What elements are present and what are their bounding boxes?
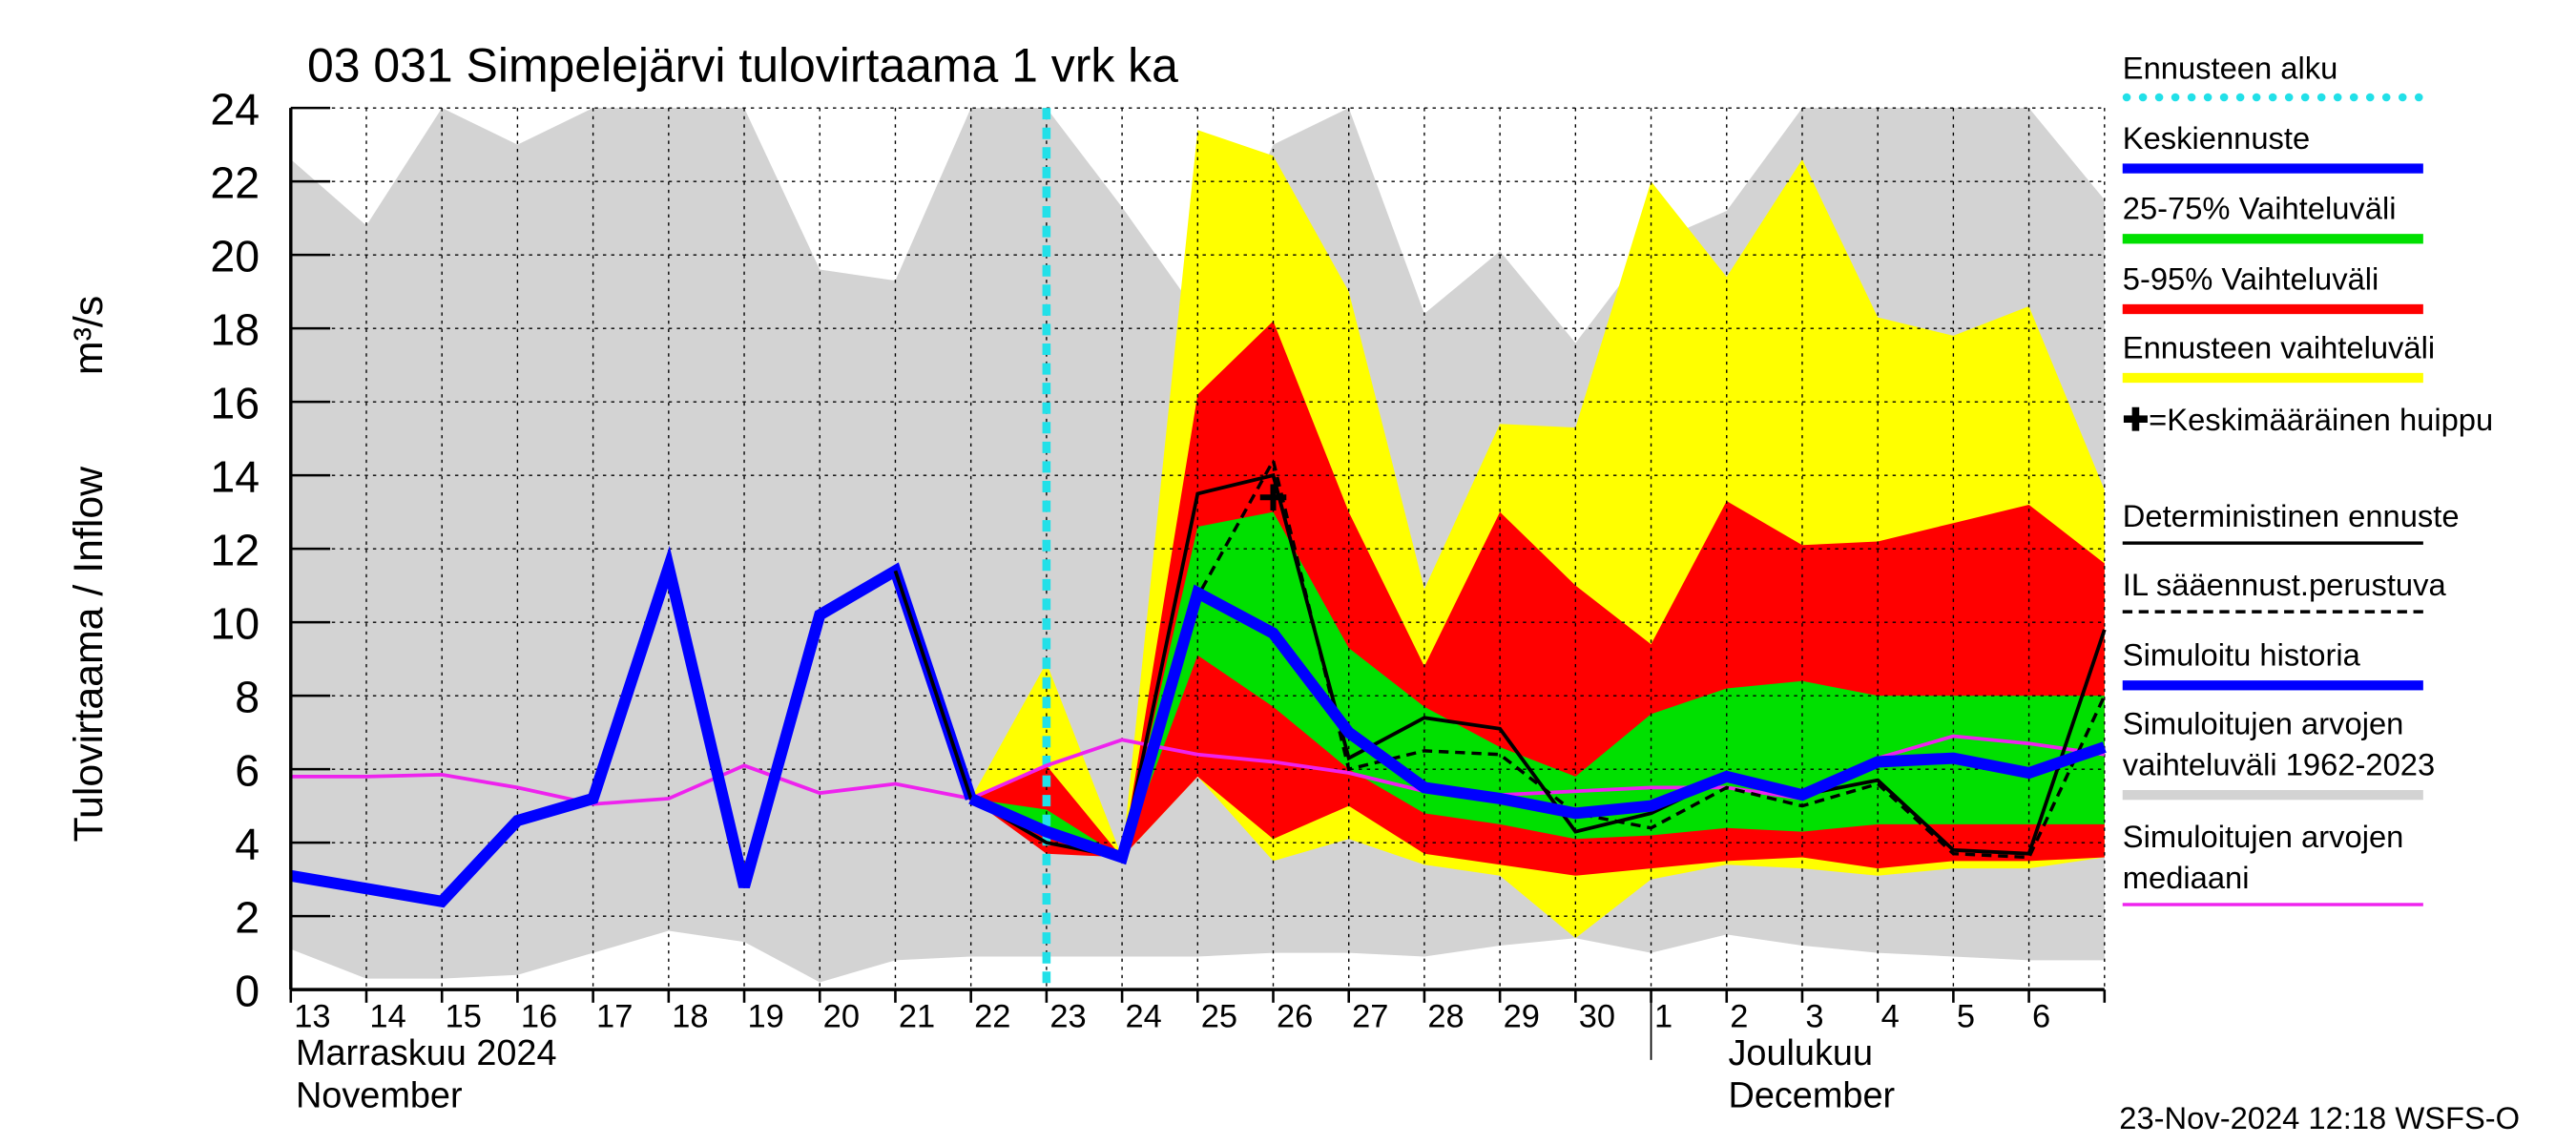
x-tick-label: 21 [899,999,935,1035]
y-tick-label: 24 [210,84,260,134]
y-tick-label: 12 [210,525,260,574]
x-tick-label: 19 [747,999,783,1035]
legend-swatch [2122,93,2423,102]
legend-label: Simuloitu historia [2122,639,2360,675]
legend-item: 5-95% Vaihteluväli [2122,260,2501,315]
legend-item: Simuloitujen arvojen mediaani [2122,818,2501,906]
legend-item: Ennusteen vaihteluväli [2122,329,2501,384]
month-label: Joulukuu [1728,1033,1873,1073]
legend-item: ✚=Keskimääräinen huippu [2123,401,2501,442]
x-tick-label: 18 [672,999,708,1035]
legend-label: IL sääennust.perustuva [2122,569,2446,604]
legend-item: Keskiennuste [2122,119,2501,174]
legend-swatch [2122,903,2423,906]
x-tick-label: 15 [446,999,482,1035]
legend-item: IL sääennust.perustuva [2122,566,2501,614]
y-tick-label: 20 [210,231,260,281]
legend-swatch [2122,790,2423,801]
legend-swatch [2122,303,2423,315]
legend-item: Simuloitujen arvojen vaihteluväli 1962-2… [2122,705,2501,801]
x-tick-label: 13 [294,999,330,1035]
month-label: Marraskuu 2024 [296,1033,557,1073]
legend-item: Ennusteen alku [2122,49,2501,102]
legend-swatch [2122,234,2423,244]
x-tick-label: 20 [823,999,860,1035]
x-tick-label: 17 [596,999,633,1035]
month-label: November [296,1076,463,1116]
y-tick-label: 8 [235,672,260,721]
x-tick-label: 6 [2032,999,2050,1035]
legend-item: Deterministinen ennuste [2122,497,2501,545]
legend-swatch [2122,541,2423,545]
legend-swatch [2122,610,2423,614]
x-tick-label: 29 [1504,999,1540,1035]
x-tick-label: 26 [1277,999,1313,1035]
x-tick-label: 1 [1654,999,1672,1035]
month-label: December [1728,1076,1895,1116]
y-tick-label: 10 [210,598,260,648]
x-tick-label: 2 [1730,999,1748,1035]
legend-text: =Keskimääräinen huippu [2149,404,2494,439]
x-tick-label: 23 [1049,999,1086,1035]
x-tick-label: 27 [1352,999,1388,1035]
range-band [970,511,2105,858]
x-tick-label: 30 [1579,999,1615,1035]
legend-marker: ✚ [2122,404,2150,439]
x-tick-label: 5 [1957,999,1975,1035]
y-tick-label: 4 [235,819,260,868]
x-tick-label: 14 [369,999,405,1035]
legend-swatch [2122,680,2423,691]
y-tick-label: 18 [210,304,260,354]
legend-label: Deterministinen ennuste [2122,500,2460,535]
x-tick-label: 25 [1201,999,1237,1035]
series-line [289,546,977,908]
legend-label: Simuloitujen arvojen vaihteluväli 1962-2… [2122,708,2436,784]
legend-label: 25-75% Vaihteluväli [2122,193,2397,228]
legend-label: Simuloitujen arvojen mediaani [2122,821,2404,897]
y-axis-title: Tulovirtaama / Inflow [66,466,112,843]
legend-label: Keskiennuste [2122,122,2311,157]
legend-swatch [2122,372,2423,384]
x-tick-label: 22 [974,999,1010,1035]
y-axis-unit: m³/s [66,296,112,375]
chart-title: 03 031 Simpelejärvi tulovirtaama 1 vrk k… [307,39,1178,93]
x-tick-label: 28 [1427,999,1464,1035]
y-tick-label: 14 [210,451,260,501]
legend-swatch [2122,163,2423,174]
legend-item: 25-75% Vaihteluväli [2122,190,2501,244]
x-tick-label: 3 [1805,999,1823,1035]
x-tick-label: 4 [1881,999,1900,1035]
series-line [968,584,2107,865]
y-tick-label: 22 [210,157,260,207]
x-tick-label: 16 [521,999,557,1035]
y-tick-label: 6 [235,745,260,795]
x-tick-label: 24 [1126,999,1162,1035]
legend-label: ✚=Keskimääräinen huippu [2123,401,2501,442]
legend-label: Ennusteen alku [2122,52,2338,87]
mean-peak-marker [1259,484,1287,510]
legend-label: Ennusteen vaihteluväli [2122,332,2436,367]
y-tick-label: 16 [210,378,260,427]
timestamp: 23-Nov-2024 12:18 WSFS-O [2119,1100,2520,1135]
y-tick-label: 2 [235,892,260,942]
legend-item: Simuloitu historia [2122,636,2501,691]
y-tick-label: 0 [235,966,260,1015]
legend-label: 5-95% Vaihteluväli [2122,263,2379,299]
